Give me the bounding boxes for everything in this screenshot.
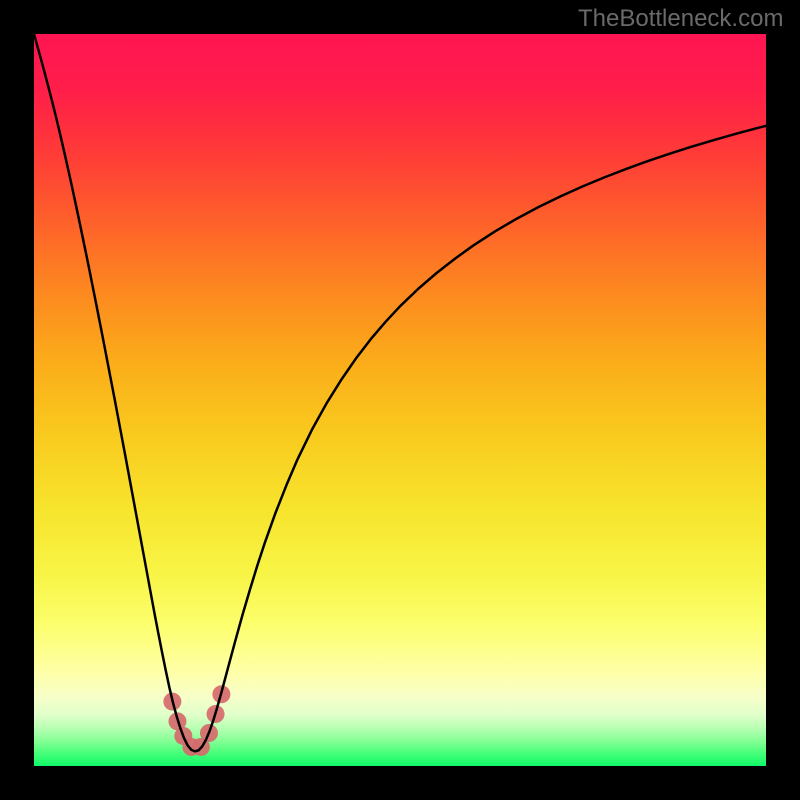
chart-frame: TheBottleneck.com — [0, 0, 800, 800]
plot-area — [34, 34, 766, 766]
chart-svg — [34, 34, 766, 766]
bottleneck-curve — [34, 34, 766, 751]
watermark-text: TheBottleneck.com — [578, 5, 783, 33]
